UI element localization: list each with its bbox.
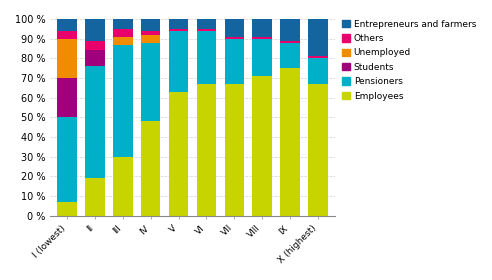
Bar [85,41,105,50]
Bar [141,121,160,216]
Bar [113,19,133,29]
Bar [308,19,328,56]
Bar [141,35,160,43]
Bar [58,19,77,31]
Bar [280,19,300,41]
Bar [280,41,300,43]
Bar [252,37,272,39]
Bar [197,19,216,29]
Bar [280,43,300,68]
Bar [85,50,105,66]
Bar [113,45,133,157]
Bar [308,58,328,84]
Bar [141,19,160,31]
Bar [169,29,188,31]
Bar [252,76,272,216]
Bar [113,157,133,216]
Bar [141,43,160,121]
Bar [58,39,77,78]
Bar [58,78,77,117]
Bar [224,37,244,39]
Bar [224,19,244,37]
Bar [224,84,244,216]
Bar [197,31,216,84]
Bar [141,31,160,35]
Bar [169,92,188,216]
Bar [58,31,77,39]
Bar [169,31,188,92]
Bar [85,66,105,178]
Bar [85,19,105,41]
Bar [169,19,188,29]
Bar [58,202,77,216]
Bar [308,56,328,58]
Bar [113,37,133,45]
Bar [252,19,272,37]
Bar [197,84,216,216]
Bar [197,29,216,31]
Legend: Entrepreneurs and farmers, Others, Unemployed, Students, Pensioners, Employees: Entrepreneurs and farmers, Others, Unemp… [342,20,476,101]
Bar [113,29,133,37]
Bar [308,84,328,216]
Bar [85,178,105,216]
Bar [224,39,244,84]
Bar [252,39,272,76]
Bar [58,117,77,202]
Bar [280,68,300,216]
